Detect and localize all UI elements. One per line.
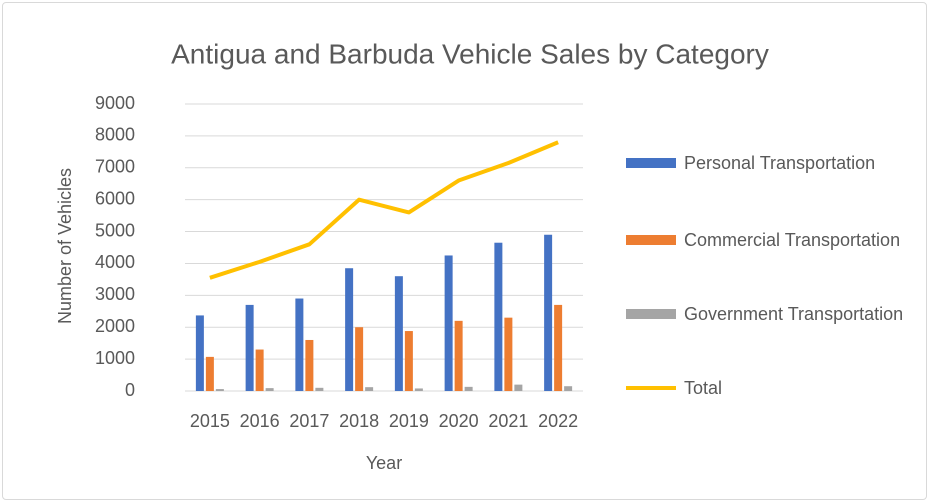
legend-swatch — [626, 309, 676, 319]
x-tick-label: 2016 — [240, 411, 280, 431]
bar — [464, 386, 473, 391]
bar — [215, 389, 224, 391]
x-tick-label: 2015 — [190, 411, 230, 431]
bar — [255, 349, 264, 391]
bar — [355, 327, 364, 391]
bar — [414, 388, 423, 391]
bar — [205, 356, 214, 391]
bar — [504, 317, 513, 391]
x-tick-label: 2021 — [488, 411, 528, 431]
y-tick-label: 2000 — [95, 316, 135, 336]
bar — [544, 234, 553, 391]
bar — [444, 255, 453, 391]
x-tick-label: 2017 — [289, 411, 329, 431]
bar — [305, 339, 314, 391]
y-tick-label: 7000 — [95, 157, 135, 177]
y-tick-label: 1000 — [95, 348, 135, 368]
y-axis-title: Number of Vehicles — [55, 168, 75, 324]
y-tick-label: 9000 — [95, 93, 135, 113]
line — [209, 140, 559, 280]
x-axis-title: Year — [366, 453, 402, 473]
legend-label: Government Transportation — [684, 304, 904, 324]
y-tick-label: 3000 — [95, 284, 135, 304]
legend-swatch — [626, 235, 676, 245]
bar — [365, 387, 374, 391]
x-tick-label: 2018 — [339, 411, 379, 431]
chart-title: Antigua and Barbuda Vehicle Sales by Cat… — [171, 38, 769, 69]
bar — [454, 320, 463, 391]
bar — [554, 304, 563, 391]
bar — [404, 331, 413, 391]
bar — [494, 242, 503, 391]
y-tick-label: 8000 — [95, 125, 135, 145]
bar — [394, 276, 403, 391]
bar — [265, 388, 274, 391]
y-tick-label: 5000 — [95, 220, 135, 240]
legend-label: Personal Transportation — [684, 153, 876, 173]
bar — [345, 268, 354, 391]
bar — [295, 298, 304, 391]
y-tick-label: 6000 — [95, 188, 135, 208]
legend-label: Total — [684, 378, 723, 398]
x-tick-label: 2020 — [439, 411, 479, 431]
x-tick-label: 2022 — [538, 411, 578, 431]
bar — [564, 386, 573, 391]
legend-swatch — [626, 158, 676, 168]
y-tick-label: 0 — [125, 380, 135, 400]
bar — [315, 387, 324, 391]
bar — [245, 304, 254, 391]
x-tick-label: 2019 — [389, 411, 429, 431]
bar — [514, 384, 523, 391]
bar — [195, 315, 204, 391]
y-tick-label: 4000 — [95, 252, 135, 272]
legend-label: Commercial Transportation — [684, 230, 901, 250]
